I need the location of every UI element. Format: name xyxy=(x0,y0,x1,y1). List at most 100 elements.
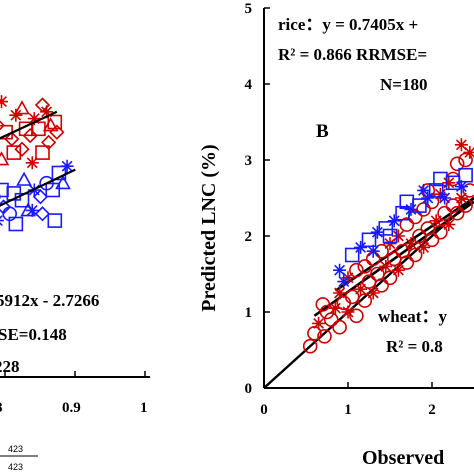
panel-b-rice-point xyxy=(454,191,468,205)
panel-b-rice-point xyxy=(323,312,339,327)
panel-b-wheat-point xyxy=(378,221,394,236)
panel-b-wheat-point xyxy=(337,275,351,289)
panel-b-rice-point xyxy=(374,278,389,293)
panel-b-rice-point xyxy=(442,218,456,232)
panel-b-wheat-point xyxy=(344,247,360,263)
panel-b-wheat-equation: wheat：y xyxy=(378,307,447,326)
panel-b-rice-point xyxy=(391,229,405,243)
panel-b-rice-point xyxy=(463,145,474,159)
panel-b-wheat-point xyxy=(333,263,347,277)
panel-a-wheat-point xyxy=(25,203,39,217)
panel-b-wheat-point xyxy=(454,180,468,194)
panel-b-rice-point xyxy=(429,214,443,228)
panel-a-rice-point xyxy=(40,105,54,119)
panel-a-wheat-point xyxy=(47,213,63,228)
panel-b-rice-point xyxy=(302,338,318,354)
panel-a-rice-point xyxy=(41,134,57,151)
panel-a-wheat-point xyxy=(8,216,24,232)
panel-a-wheat-point xyxy=(51,165,67,181)
panel-b-y-ticks: 0 1 2 3 4 5 xyxy=(245,1,270,397)
panel-b-rice-point xyxy=(442,176,456,190)
panel-b: 0 1 2 3 4 5 0 1 2 rice：y = 0.7405x + R² = 0.866… xyxy=(198,1,474,469)
panel-b-rice-point xyxy=(404,237,418,251)
panel-a-rice-point xyxy=(42,117,59,132)
panel-a-rice-point xyxy=(9,108,23,122)
panel-a-wheat-point xyxy=(32,189,49,205)
panel-b-wheat-point xyxy=(421,191,435,205)
panel-b-wheat-point xyxy=(395,205,410,221)
panel-a-rice-point xyxy=(14,100,30,115)
panel-b-rice-point xyxy=(458,198,473,213)
panel-a-fit-line xyxy=(0,110,58,140)
panel-b-rice-point xyxy=(349,262,364,278)
panel-b-rice-point xyxy=(382,270,398,286)
panel-b-rice-point xyxy=(399,217,415,232)
panel-a-wheat-point xyxy=(34,206,51,222)
panel-a-rice-point xyxy=(14,141,30,157)
panel-b-rice-n: N=180 xyxy=(380,75,427,94)
panel-b-rice-point xyxy=(383,237,397,251)
panel-b-rice-point xyxy=(462,183,474,198)
panel-b-rice-point xyxy=(333,286,347,300)
panel-b-y-tick-label: 1 xyxy=(245,305,253,321)
panel-b-x-ticks: 0 1 2 xyxy=(260,382,436,418)
panel-a-rice-point xyxy=(0,95,8,109)
panel-b-rice-point xyxy=(449,156,465,172)
panel-b-y-axis-title: Predicted LNC (%) xyxy=(198,144,220,311)
panel-a-rice-point xyxy=(27,112,41,126)
panel-b-y-tick-label: 5 xyxy=(245,1,253,17)
panel-a-rice-point xyxy=(25,156,39,170)
panel-b-wheat-point xyxy=(366,244,380,258)
panel-b-rice-point xyxy=(416,202,431,217)
panel-a-wheat-point xyxy=(45,182,61,198)
panel-b-rice-point xyxy=(366,286,380,300)
panel-b-rice-point xyxy=(399,255,415,270)
panel-b-x-tick-label: 2 xyxy=(428,402,436,418)
panel-b-rice-equation: rice：y = 0.7405x + xyxy=(278,15,418,34)
panel-b-rice-point xyxy=(391,263,405,277)
panel-b-wheat-point xyxy=(354,240,368,254)
panel-a-wheat-point xyxy=(16,171,32,186)
panel-b-wheat-point xyxy=(399,194,415,210)
panel-b-wheat-r2: R² = 0.8 xyxy=(386,337,443,356)
panel-b-rice-point xyxy=(357,293,373,308)
panel-a-x-tick-label-partial: 8 xyxy=(0,400,3,416)
panel-b-wheat-point xyxy=(382,228,398,244)
panel-b-rice-point xyxy=(312,316,326,330)
panel-b-rice-point xyxy=(332,319,347,335)
panel-b-rice-point xyxy=(458,152,473,168)
panel-b-rice-point xyxy=(449,205,465,221)
panel-a-regression-equation: 5912x - 2.7266 xyxy=(0,291,99,310)
panel-b-rice-point xyxy=(379,259,393,273)
panel-a-fit-lines xyxy=(0,110,76,207)
panel-b-rice-point xyxy=(424,232,440,248)
panel-a-wheat-point xyxy=(60,159,74,173)
panel-b-y-tick-label: 2 xyxy=(245,229,253,245)
panel-a-rice-point xyxy=(22,127,38,144)
panel-b-rice-point xyxy=(357,259,373,274)
panel-b-wheat-point xyxy=(458,167,473,183)
panel-b-y-tick-label: 4 xyxy=(245,77,253,93)
panel-b-rice-point xyxy=(317,329,332,344)
panel-b-points xyxy=(302,138,474,354)
panel-b-wheat-point xyxy=(438,191,452,205)
panel-a-rrmse: SE=0.148 xyxy=(0,325,67,344)
panel-a-x-tick-label: 1 xyxy=(140,400,148,416)
panel-b-wheat-point xyxy=(433,171,448,187)
panel-b-rice-point xyxy=(315,297,331,312)
panel-a-footer-mark: 423 xyxy=(8,462,23,472)
panel-a-rice-point xyxy=(0,151,10,166)
panel-a-n-count: 228 xyxy=(0,357,20,376)
panel-a-fit-line xyxy=(0,168,76,207)
panel-b-rice-point xyxy=(341,305,355,319)
panel-b-x-tick-label: 1 xyxy=(344,402,352,418)
panel-b-y-tick-label: 0 xyxy=(245,381,253,397)
panel-b-rice-point xyxy=(349,308,364,324)
panel-b-rice-point xyxy=(454,138,468,152)
panel-b-wheat-point xyxy=(404,202,418,216)
panel-b-rice-point xyxy=(407,247,423,263)
panel-b-wheat-point xyxy=(370,225,384,239)
panel-a-rice-point xyxy=(0,120,6,131)
panel-b-y-tick-label: 3 xyxy=(245,153,253,169)
panel-b-rice-point xyxy=(354,282,368,296)
